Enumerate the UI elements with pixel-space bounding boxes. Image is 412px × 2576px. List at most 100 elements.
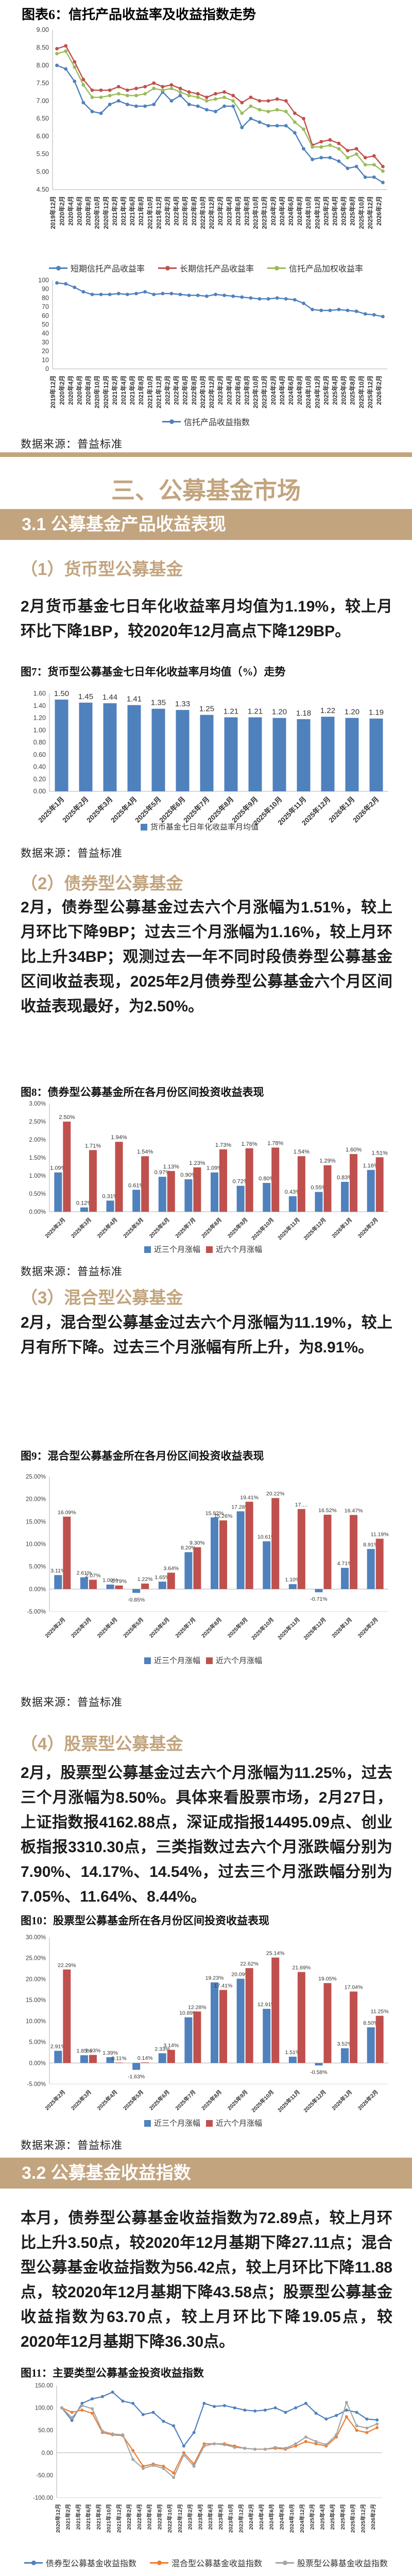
svg-text:0.72%: 0.72% [233,1179,249,1185]
legend-marker-icon [24,2560,43,2565]
svg-text:1.50%: 1.50% [29,1155,46,1161]
svg-text:15.00%: 15.00% [26,1519,46,1525]
svg-text:2025年12月: 2025年12月 [366,196,374,229]
svg-text:1.20: 1.20 [33,715,46,722]
svg-text:2021年8月: 2021年8月 [137,196,145,226]
svg-text:10.89%: 10.89% [179,2010,198,2016]
svg-text:2024年10月: 2024年10月 [304,196,312,229]
svg-text:1.33: 1.33 [175,700,190,708]
svg-text:2025年6月: 2025年6月 [148,1616,171,1639]
svg-text:2025年12月: 2025年12月 [359,2504,366,2533]
svg-text:20: 20 [42,348,49,355]
svg-text:3.00%: 3.00% [29,1101,46,1107]
svg-text:2025年10月: 2025年10月 [250,1216,276,1242]
svg-text:2025年12月: 2025年12月 [302,2089,328,2114]
section-divider-1 [0,452,412,457]
svg-text:2025年4月: 2025年4月 [96,1216,119,1240]
svg-text:10.00%: 10.00% [26,1541,46,1548]
svg-text:6.50: 6.50 [37,115,49,122]
svg-text:2023年4月: 2023年4月 [197,2504,203,2530]
svg-text:1.10%: 1.10% [285,1577,300,1583]
series-信托产品收益指数 [55,281,385,318]
svg-text:2023年10月: 2023年10月 [252,376,260,409]
svg-text:1.76%: 1.76% [242,1141,258,1147]
heading-bond-fund: （2）债券型公募基金 [21,874,183,893]
svg-text:1.93%: 1.93% [85,2048,101,2054]
svg-text:2023年6月: 2023年6月 [207,2504,214,2530]
svg-text:2.33%: 2.33% [154,2046,170,2052]
svg-text:16.52%: 16.52% [318,1507,337,1514]
svg-text:22.62%: 22.62% [240,1961,259,1967]
svg-text:1.54%: 1.54% [137,1149,153,1155]
svg-text:1.21: 1.21 [248,707,263,716]
heading-stock-fund: （4）股票型公募基金 [21,1734,183,1753]
legend-label: 信托产品收益指数 [183,418,250,427]
para-stock-fund: 2月，股票型公募基金过去六个月涨幅为11.25%，过去三个月涨幅为8.50%。具… [21,1765,392,1905]
svg-text:2025年2月: 2025年2月 [322,376,330,405]
svg-text:2021年8月: 2021年8月 [137,376,145,405]
svg-text:2025年3月: 2025年3月 [70,2089,93,2112]
svg-text:1.29%: 1.29% [319,1158,335,1164]
svg-text:2.50%: 2.50% [59,1114,75,1121]
svg-text:17.41%: 17.41% [214,1983,233,1989]
legend-item: 信托产品加权收益率 [267,262,363,274]
svg-text:2025年7月: 2025年7月 [174,2089,197,2112]
svg-text:2025年2月: 2025年2月 [322,196,330,226]
svg-text:2025年11月: 2025年11月 [277,2089,301,2113]
svg-text:16.47%: 16.47% [345,1507,363,1514]
svg-text:1.00%: 1.00% [29,1173,46,1179]
svg-text:2025年6月: 2025年6月 [340,376,348,405]
figure10-title: 图10：股票型公募基金所在各月份区间投资收益表现 [21,1914,269,1927]
source-note-1: 数据来源：普益标准 [21,438,123,450]
legend-marker-icon [276,2560,294,2565]
svg-text:20.00%: 20.00% [26,1976,46,1982]
svg-text:19.23%: 19.23% [205,1975,224,1981]
svg-text:1.85%: 1.85% [77,2048,92,2054]
svg-text:2025年9月: 2025年9月 [226,2089,249,2112]
svg-text:19.05%: 19.05% [318,1976,337,1982]
svg-text:2023年10月: 2023年10月 [228,2504,234,2533]
svg-text:0.97%: 0.97% [154,1170,170,1176]
legend-marker-icon [48,265,67,270]
svg-text:1.60%: 1.60% [346,1147,362,1153]
chart-svg-5: 30.00% 25.00% 20.00% 15.00% 10.00% 5.00% 0.00%… [26,1935,389,2128]
svg-text:2025年2月: 2025年2月 [44,2089,67,2112]
svg-text:2022年2月: 2022年2月 [164,376,171,405]
svg-text:2021年10月: 2021年10月 [146,376,153,409]
svg-text:17.…: 17.… [295,1502,308,1508]
svg-text:2026年2月: 2026年2月 [356,1616,380,1639]
svg-text:11.25%: 11.25% [371,2009,389,2015]
series-短期信托产品收益率 [55,63,385,184]
svg-text:2021年8月: 2021年8月 [95,2504,102,2530]
svg-text:16.09%: 16.09% [58,1510,76,1516]
svg-text:2026年1月: 2026年1月 [331,1616,354,1639]
legend-item: 短期信托产品收益率 [48,262,145,274]
figure11-title: 图11：主要类型公募基金投资收益指数 [21,2367,204,2379]
svg-text:2022年12月: 2022年12月 [208,376,215,409]
svg-text:50.00: 50.00 [38,2428,53,2434]
svg-text:0.90%: 0.90% [180,1172,196,1178]
svg-text:2019年12月: 2019年12月 [49,196,57,229]
svg-text:2025年7月: 2025年7月 [174,1616,197,1639]
svg-text:2024年4月: 2024年4月 [278,196,286,226]
svg-text:2024年4月: 2024年4月 [258,2504,265,2530]
svg-text:2023年4月: 2023年4月 [225,196,233,226]
svg-text:2024年12月: 2024年12月 [299,2504,305,2533]
svg-text:50: 50 [42,321,49,328]
svg-text:4.50: 4.50 [37,186,49,193]
svg-text:2022年6月: 2022年6月 [181,376,189,405]
series-长期信托产品收益率 [55,44,385,168]
svg-text:2024年2月: 2024年2月 [269,196,277,226]
svg-text:2020年10月: 2020年10月 [93,376,101,409]
svg-text:2021年4月: 2021年4月 [119,196,127,226]
svg-text:0.80%: 0.80% [259,1176,274,1182]
svg-text:0.14%: 0.14% [138,2055,153,2061]
svg-text:1.65%: 1.65% [154,1574,170,1581]
svg-text:2022年8月: 2022年8月 [190,376,198,405]
svg-text:70: 70 [42,303,49,311]
para-public-index: 本月，债券型公募基金收益指数为72.89点，较上月环比上升3.50点，较2020… [21,2210,392,2350]
para-money-fund: 2月货币基金七日年化收益率月均值为1.19%，较上月环比下降1BP，较2020年… [21,598,392,640]
source-note-4: 数据来源：普益标准 [21,1696,123,1708]
svg-text:2023年12月: 2023年12月 [261,376,268,409]
